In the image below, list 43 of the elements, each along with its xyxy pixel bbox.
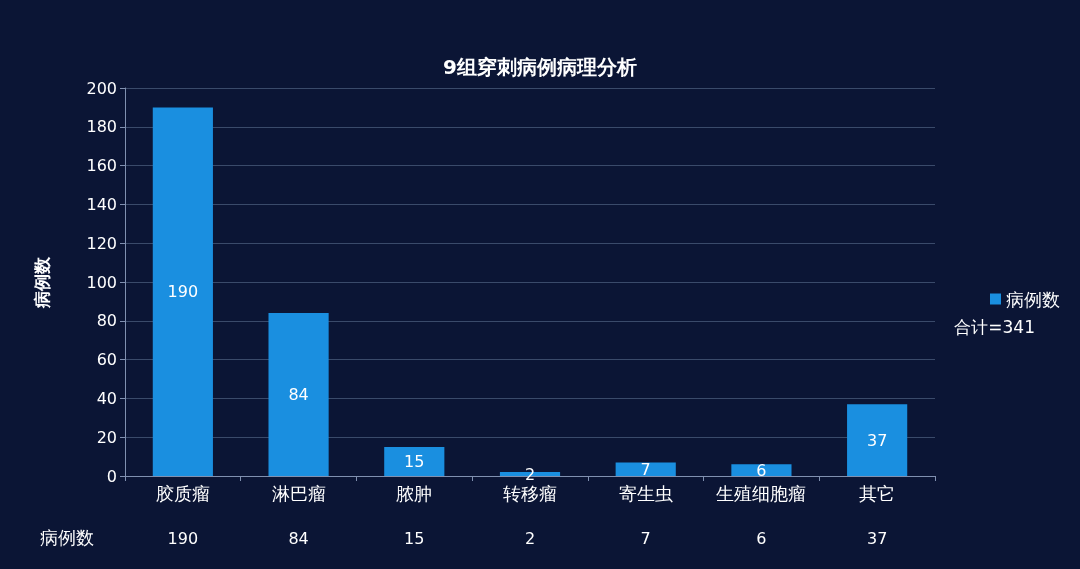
x-tick-label: 脓肿 (396, 482, 433, 504)
data-label: 7 (640, 528, 651, 548)
y-tick-label: 200 (86, 78, 117, 98)
annotation: 7 (640, 459, 651, 479)
y-tick-label: 100 (86, 272, 117, 292)
x-tick-label: 转移瘤 (503, 482, 557, 504)
data-label: 37 (866, 528, 888, 548)
bar (152, 107, 213, 476)
annotation: 84 (288, 385, 309, 405)
y-tick-label: 20 (96, 427, 117, 447)
bar (731, 464, 792, 476)
x-tick-label: 生殖细胞瘤 (716, 482, 807, 504)
annotation: 190 (167, 282, 199, 302)
data-label: 190 (167, 528, 199, 548)
annotation: 37 (866, 430, 888, 450)
x-tick-label: 淋巴瘤 (271, 482, 326, 504)
y-tick-label: 180 (86, 117, 117, 137)
annotation: 2 (524, 464, 536, 484)
data-label: 6 (756, 528, 767, 548)
chart-title: 9组穿刺病例病理分析 (443, 55, 637, 79)
y-axis-title: 病例数 (31, 255, 52, 309)
x-tick-label: 其它 (859, 482, 896, 504)
y-tick-label: 80 (96, 311, 117, 331)
annotation: 15 (404, 451, 425, 471)
y-tick-label: 120 (86, 233, 117, 253)
y-tick-label: 160 (86, 156, 117, 176)
x-tick-label: 胶质瘤 (155, 482, 210, 504)
bar (847, 404, 908, 476)
x-tick-label: 寄生虫 (618, 482, 673, 504)
data-label: 15 (404, 528, 425, 548)
data-label: 2 (524, 528, 536, 548)
y-tick-label: 0 (106, 466, 117, 486)
y-tick-label: 40 (96, 388, 117, 408)
text: 合计=341 (954, 316, 1036, 337)
text: 病例数 (40, 526, 94, 548)
y-tick-label: 140 (86, 194, 117, 214)
bar (615, 462, 676, 476)
y-tick-label: 60 (96, 350, 117, 370)
bar (384, 446, 445, 476)
data-label: 84 (288, 528, 309, 548)
legend-label: 病例数 (1006, 288, 1060, 310)
bar (268, 313, 329, 476)
annotation: 6 (756, 460, 767, 480)
